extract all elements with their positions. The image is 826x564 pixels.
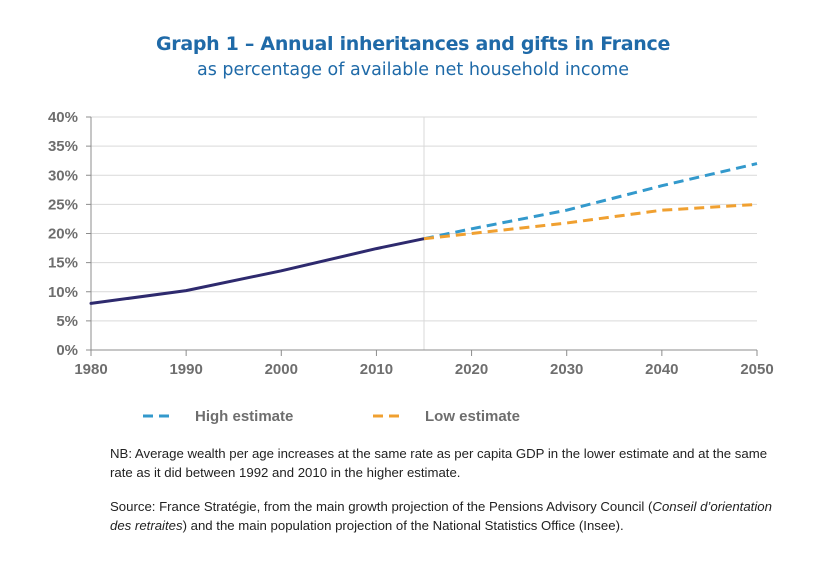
y-tick-label: 30% — [48, 167, 78, 184]
y-axis-ticks: 0% 5% 10% 15% 20% 25% 30% 35% 40% — [48, 109, 78, 359]
legend-label-high: High estimate — [195, 408, 293, 425]
source-prefix: Source: France Stratégie, from the main … — [110, 499, 653, 514]
source-italic: Conseil d’orientation des retraites — [110, 499, 772, 533]
x-tick-label: 2030 — [550, 361, 583, 378]
x-tick-label: 1990 — [169, 361, 202, 378]
chart-title: Graph 1 – Annual inheritances and gifts … — [155, 33, 671, 55]
y-tick-label: 40% — [48, 109, 78, 126]
x-tick-label: 2040 — [645, 361, 678, 378]
line-chart: 0% 5% 10% 15% 20% 25% 30% 35% 40% 1980 1990 2000 20… — [48, 109, 774, 425]
y-tick-label: 10% — [48, 284, 78, 301]
grid-lines — [91, 116, 757, 350]
y-tick-label: 5% — [56, 313, 78, 330]
y-tick-label: 25% — [48, 196, 78, 213]
note-nb: NB: Average wealth per age increases at … — [110, 446, 768, 480]
axes — [86, 116, 758, 356]
source-suffix: ) and the main population projection of … — [182, 518, 624, 533]
x-tick-label: 2020 — [455, 361, 488, 378]
chart-subtitle: as percentage of available net household… — [196, 60, 630, 80]
x-tick-label: 1980 — [74, 361, 107, 378]
legend-label-low: Low estimate — [425, 408, 520, 425]
x-axis-ticks: 1980 1990 2000 2010 2020 2030 2040 2050 — [74, 361, 773, 378]
x-tick-label: 2050 — [740, 361, 773, 378]
y-tick-label: 35% — [48, 138, 78, 155]
x-tick-label: 2010 — [360, 361, 393, 378]
y-tick-label: 0% — [56, 342, 78, 359]
series-line-high — [423, 162, 758, 241]
legend: High estimate Low estimate — [143, 408, 520, 425]
x-tick-label: 2000 — [265, 361, 298, 378]
series-lines — [89, 162, 758, 305]
series-line-historical — [89, 237, 426, 305]
y-tick-label: 15% — [48, 255, 78, 272]
y-tick-label: 20% — [48, 226, 78, 243]
note-source: Source: France Stratégie, from the main … — [110, 497, 790, 535]
